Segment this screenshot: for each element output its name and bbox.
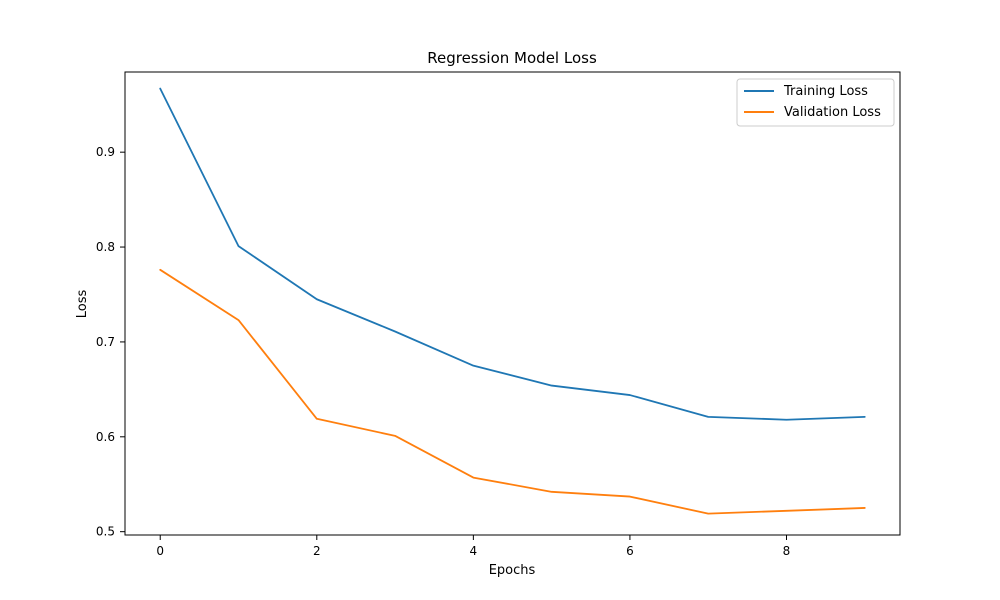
x-axis-label: Epochs xyxy=(489,563,536,578)
training-loss-line xyxy=(159,87,866,421)
y-tick-label: 0.6 xyxy=(96,430,115,444)
plot-area-frame xyxy=(124,71,901,536)
legend-validation-loss-label: Validation Loss xyxy=(784,105,881,120)
validation-loss-line xyxy=(159,268,866,515)
series-layer xyxy=(159,87,866,515)
y-tick-label: 0.9 xyxy=(96,145,115,159)
x-tick-label: 6 xyxy=(626,544,634,558)
y-tick-label: 0.5 xyxy=(96,525,115,539)
legend-box xyxy=(736,78,895,127)
x-tick-label: 8 xyxy=(783,544,791,558)
x-tick-label: 4 xyxy=(470,544,478,558)
x-axis-ticks: 0 2 4 6 8 xyxy=(156,535,790,558)
y-axis-label: Loss xyxy=(75,290,90,319)
chart-title: Regression Model Loss xyxy=(427,49,597,67)
y-tick-label: 0.7 xyxy=(96,335,115,349)
x-tick-label: 0 xyxy=(156,544,164,558)
legend: Training Loss Validation Loss xyxy=(736,78,895,127)
legend-training-loss-label: Training Loss xyxy=(783,84,868,99)
y-axis-ticks: 0.5 0.6 0.7 0.8 0.9 xyxy=(96,145,125,539)
y-tick-label: 0.8 xyxy=(96,240,115,254)
x-tick-label: 2 xyxy=(313,544,321,558)
